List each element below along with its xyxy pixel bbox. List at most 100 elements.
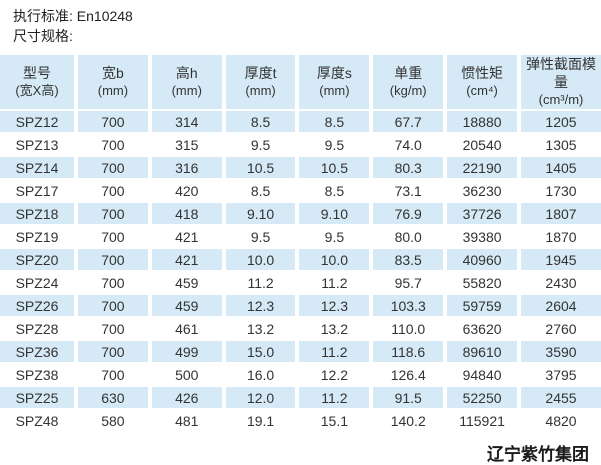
column-header: 弹性截面模量 (cm³/m) bbox=[521, 55, 601, 109]
table-cell: 103.3 bbox=[373, 295, 444, 316]
table-cell: 9.10 bbox=[299, 203, 370, 224]
table-cell: 8.5 bbox=[299, 111, 370, 132]
column-header-unit: (mm) bbox=[171, 83, 202, 98]
model-cell: SPZ13 bbox=[0, 134, 74, 155]
table-cell: 315 bbox=[151, 134, 222, 155]
column-header-title: 弹性截面模量 bbox=[526, 56, 596, 90]
table-cell: 10.5 bbox=[225, 157, 296, 178]
table-cell: 15.0 bbox=[225, 341, 296, 362]
table-cell: 89610 bbox=[447, 341, 517, 362]
table-cell: 11.2 bbox=[299, 272, 370, 293]
table-cell: 1807 bbox=[521, 203, 601, 224]
table-cell: 8.5 bbox=[225, 111, 296, 132]
column-header-unit: (kg/m) bbox=[389, 83, 427, 98]
table-cell: 55820 bbox=[447, 272, 517, 293]
spec-note: 尺寸规格: bbox=[13, 28, 73, 44]
table-cell: 9.5 bbox=[299, 226, 370, 247]
table-cell: 18880 bbox=[447, 111, 517, 132]
table-cell: 12.3 bbox=[299, 295, 370, 316]
model-cell: SPZ14 bbox=[0, 157, 74, 178]
spec-table-header: 型号 (宽X高) 宽b (mm) 高h (mm) 厚度t (mm) 厚度s (m… bbox=[0, 55, 601, 109]
table-cell: 459 bbox=[151, 272, 222, 293]
model-cell: SPZ26 bbox=[0, 295, 74, 316]
model-cell: SPZ24 bbox=[0, 272, 74, 293]
column-header-unit: (cm⁴) bbox=[466, 83, 498, 98]
model-cell: SPZ25 bbox=[0, 387, 74, 408]
column-header-title: 厚度t bbox=[244, 65, 277, 81]
column-header-unit: (mm) bbox=[245, 83, 276, 98]
table-cell: 421 bbox=[151, 226, 222, 247]
table-cell: 11.2 bbox=[299, 341, 370, 362]
table-cell: 91.5 bbox=[373, 387, 444, 408]
table-cell: 459 bbox=[151, 295, 222, 316]
table-cell: 2760 bbox=[521, 318, 601, 339]
column-header-title: 厚度s bbox=[316, 65, 352, 81]
table-cell: 10.0 bbox=[225, 249, 296, 270]
table-cell: 118.6 bbox=[373, 341, 444, 362]
table-cell: 418 bbox=[151, 203, 222, 224]
standard-note: 执行标准: En10248 bbox=[13, 8, 133, 24]
table-cell: 140.2 bbox=[373, 410, 444, 431]
table-cell: 16.0 bbox=[225, 364, 296, 385]
table-cell: 421 bbox=[151, 249, 222, 270]
column-header: 厚度t (mm) bbox=[225, 55, 296, 109]
table-cell: 12.0 bbox=[225, 387, 296, 408]
column-header-unit: (宽X高) bbox=[15, 83, 59, 98]
table-cell: 700 bbox=[78, 203, 148, 224]
column-header: 型号 (宽X高) bbox=[0, 55, 74, 109]
spec-table-wrap: 型号 (宽X高) 宽b (mm) 高h (mm) 厚度t (mm) 厚度s (m… bbox=[0, 53, 601, 433]
table-row: SPZ17 700 420 8.5 8.5 73.1 36230 1730 bbox=[0, 180, 601, 201]
table-row: SPZ20 700 421 10.0 10.0 83.5 40960 1945 bbox=[0, 249, 601, 270]
table-cell: 700 bbox=[78, 295, 148, 316]
table-cell: 2430 bbox=[521, 272, 601, 293]
column-header-title: 型号 bbox=[23, 65, 51, 81]
table-cell: 700 bbox=[78, 157, 148, 178]
table-cell: 1870 bbox=[521, 226, 601, 247]
table-cell: 1730 bbox=[521, 180, 601, 201]
table-cell: 3795 bbox=[521, 364, 601, 385]
table-cell: 126.4 bbox=[373, 364, 444, 385]
table-cell: 9.5 bbox=[225, 226, 296, 247]
table-cell: 95.7 bbox=[373, 272, 444, 293]
table-row: SPZ18 700 418 9.10 9.10 76.9 37726 1807 bbox=[0, 203, 601, 224]
table-cell: 8.5 bbox=[299, 180, 370, 201]
table-cell: 19.1 bbox=[225, 410, 296, 431]
table-cell: 13.2 bbox=[299, 318, 370, 339]
spec-table: 型号 (宽X高) 宽b (mm) 高h (mm) 厚度t (mm) 厚度s (m… bbox=[0, 53, 601, 433]
column-header-unit: (mm) bbox=[319, 83, 350, 98]
spec-table-body: SPZ12 700 314 8.5 8.5 67.7 18880 1205 SP… bbox=[0, 111, 601, 431]
table-cell: 700 bbox=[78, 272, 148, 293]
table-cell: 700 bbox=[78, 364, 148, 385]
table-cell: 80.0 bbox=[373, 226, 444, 247]
table-cell: 12.2 bbox=[299, 364, 370, 385]
table-cell: 40960 bbox=[447, 249, 517, 270]
column-header: 厚度s (mm) bbox=[299, 55, 370, 109]
table-cell: 15.1 bbox=[299, 410, 370, 431]
model-cell: SPZ28 bbox=[0, 318, 74, 339]
table-row: SPZ26 700 459 12.3 12.3 103.3 59759 2604 bbox=[0, 295, 601, 316]
table-row: SPZ48 580 481 19.1 15.1 140.2 115921 482… bbox=[0, 410, 601, 431]
table-cell: 1305 bbox=[521, 134, 601, 155]
table-cell: 3590 bbox=[521, 341, 601, 362]
table-cell: 700 bbox=[78, 226, 148, 247]
table-cell: 316 bbox=[151, 157, 222, 178]
model-cell: SPZ36 bbox=[0, 341, 74, 362]
table-row: SPZ38 700 500 16.0 12.2 126.4 94840 3795 bbox=[0, 364, 601, 385]
table-cell: 700 bbox=[78, 111, 148, 132]
table-cell: 115921 bbox=[447, 410, 517, 431]
table-cell: 499 bbox=[151, 341, 222, 362]
table-cell: 1205 bbox=[521, 111, 601, 132]
top-notes: 执行标准: En10248 尺寸规格: bbox=[0, 0, 601, 46]
table-cell: 37726 bbox=[447, 203, 517, 224]
table-cell: 9.10 bbox=[225, 203, 296, 224]
table-row: SPZ25 630 426 12.0 11.2 91.5 52250 2455 bbox=[0, 387, 601, 408]
table-row: SPZ24 700 459 11.2 11.2 95.7 55820 2430 bbox=[0, 272, 601, 293]
table-cell: 12.3 bbox=[225, 295, 296, 316]
column-header-title: 惯性矩 bbox=[461, 65, 504, 81]
column-header-title: 高h bbox=[175, 65, 198, 81]
table-cell: 76.9 bbox=[373, 203, 444, 224]
table-cell: 80.3 bbox=[373, 157, 444, 178]
table-cell: 481 bbox=[151, 410, 222, 431]
table-cell: 314 bbox=[151, 111, 222, 132]
column-header: 高h (mm) bbox=[151, 55, 222, 109]
